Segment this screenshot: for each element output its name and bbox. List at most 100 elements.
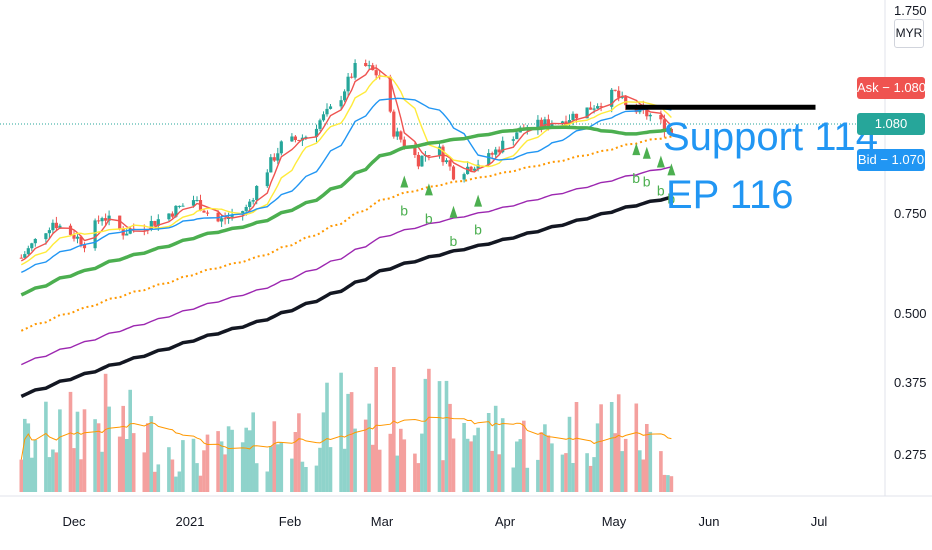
candle-body [30,243,34,249]
buy-signal-arrow [449,205,458,218]
candle-body [174,205,178,217]
buy-signal-arrow [424,183,433,196]
volume-bar [100,451,104,492]
candle-body [592,108,596,110]
candle-body [297,140,301,141]
volume-bar [68,391,73,492]
candle-body [617,90,621,98]
volume-bar [216,431,220,492]
candle-body [97,220,101,222]
volume-bar [444,380,449,492]
candle-body [350,76,354,78]
candle [416,152,420,170]
volume-bar [314,465,319,492]
candle-body [543,119,547,127]
candle-body [125,233,129,236]
candle [596,103,600,109]
volume-bar [328,447,333,492]
x-tick-label: Dec [62,514,86,529]
y-tick-label: 0.500 [894,306,927,321]
volume-bar [543,424,547,492]
candle-body [328,106,333,109]
candle [75,234,80,244]
volume-bar [121,405,125,492]
candle [536,115,540,135]
volume-bar [465,438,470,492]
candle [469,165,473,172]
candle-body [325,108,329,115]
candle-body [107,215,111,221]
volume-bar [571,463,575,492]
candle-body [255,186,259,201]
volume-bar [349,392,354,492]
candle-body [269,157,273,173]
volume-bar [339,372,343,492]
candle-body [589,107,593,110]
volume-ma-line [20,416,672,460]
buy-signal-label: b [450,233,458,249]
candle [511,136,515,146]
volume-bar [511,467,516,492]
candle-body [645,109,649,117]
volume-bar [33,440,38,492]
x-tick-label: Mar [371,514,394,529]
candle [33,238,37,247]
volume-bar [103,373,108,492]
candle [205,210,210,216]
volume-bar [377,449,382,492]
x-tick-label: 2021 [176,514,205,529]
candle [318,118,322,131]
x-axis[interactable]: Dec 2021 Feb Mar Apr May Jun Jul [62,514,827,529]
candle-body [388,76,392,112]
candle [620,91,624,100]
y-axis[interactable]: 1.750 0.750 0.500 0.375 0.275 [894,3,927,462]
candle-body [476,164,480,169]
candle-body [33,239,37,244]
volume-bar [131,433,136,492]
candle [473,166,477,172]
volume-bar [500,418,505,492]
candle-body [515,132,519,140]
volume-bar [522,420,526,492]
candle-body [44,233,48,240]
volume-bar [437,381,442,492]
buy-signal-label: b [425,210,433,226]
candle-body [448,160,452,167]
volume-bar [595,423,600,492]
candle-body [613,89,617,91]
candle-body [487,153,491,165]
candle [30,242,34,252]
candle-body [364,63,368,66]
volume-bar [219,441,224,492]
volume-bar [620,451,624,492]
last-price-tag: 1.080 [857,113,925,135]
candle-body [620,96,624,98]
x-tick-label: Feb [279,514,301,529]
candle [497,146,501,155]
currency-button[interactable]: MYR [894,19,924,48]
volume-bar [546,435,551,492]
candle-body [68,225,73,235]
volume-bar [588,465,593,492]
buy-signal-label: b [474,222,482,238]
buy-signal-label: b [643,174,651,190]
volume-bar [525,467,530,492]
candle-body [462,174,466,180]
candle-body [293,136,297,140]
candle [314,124,319,143]
candle-body [198,200,203,211]
candle-body [170,213,174,217]
volume-bar [107,406,111,492]
candle [100,216,104,226]
candle-body [596,106,600,109]
volume-bar [26,423,31,492]
volume-bar [223,454,227,492]
candle-body [181,205,185,207]
volume-bar [641,459,646,492]
volume-bar [321,412,326,492]
volume-bar [609,402,614,492]
volume-bar [202,450,206,492]
candle-body [82,244,87,249]
